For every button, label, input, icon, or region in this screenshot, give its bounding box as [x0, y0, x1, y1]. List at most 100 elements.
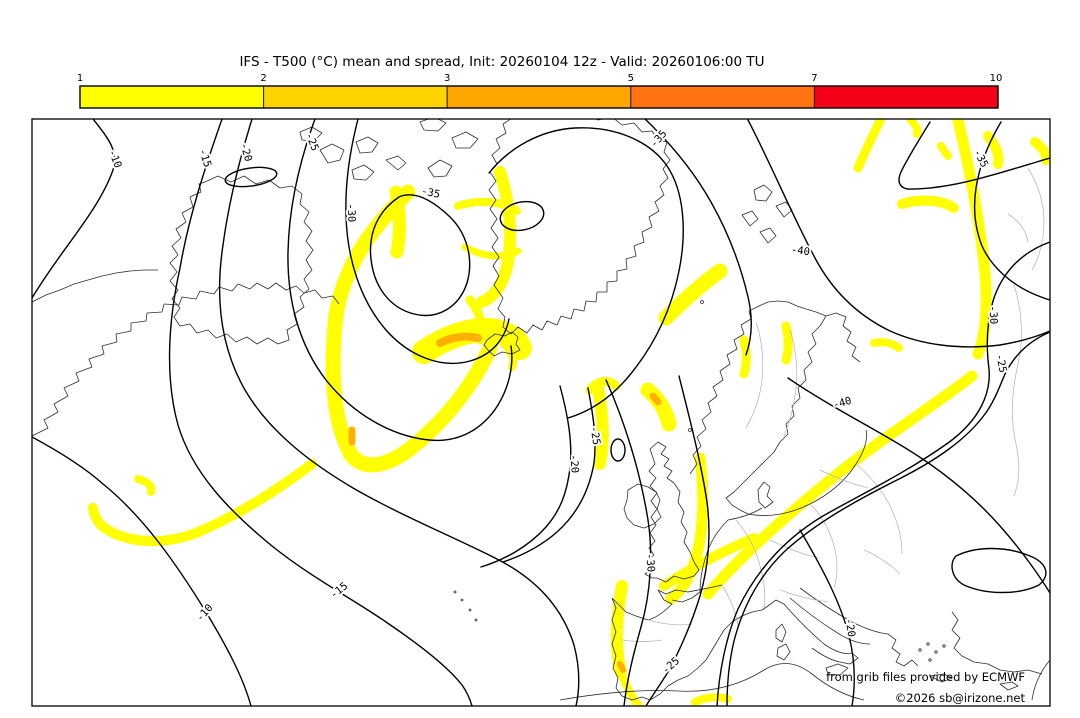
contour-line [499, 200, 545, 232]
coastline-svalbard [741, 210, 759, 227]
coastline-azores [474, 618, 478, 622]
coastline-turkey [951, 611, 1043, 675]
border-line [1027, 167, 1045, 271]
spread-accent [649, 392, 662, 406]
coastline-aegean-island [934, 650, 938, 654]
contour-line [32, 119, 116, 299]
border-line [779, 589, 829, 603]
contour-label: -30 [345, 203, 358, 223]
map-frame [31, 118, 1051, 707]
coastline-uk [644, 441, 700, 583]
coastline-arctic-island [419, 119, 447, 132]
colorbar: 1 2 3 5 7 10 [77, 73, 1002, 109]
contour-line [645, 375, 710, 706]
contour-line [716, 241, 1050, 706]
spread-accent [436, 332, 482, 347]
coastline-faroe [700, 300, 704, 304]
coastline-cyprus [999, 681, 1019, 691]
spread-band [134, 475, 156, 496]
spread-shading [88, 119, 1050, 706]
coastline-arctic-island [451, 131, 479, 149]
spread-band [88, 459, 317, 546]
coastlines [32, 119, 1050, 701]
coastline-hudson [32, 269, 158, 303]
spread-band [617, 668, 643, 706]
contour-line [168, 119, 473, 706]
coastline-arctic-island [427, 159, 453, 178]
contour-line [747, 119, 1050, 348]
coastline-scandinavia [689, 300, 861, 475]
coastline-baltic [747, 429, 867, 516]
contour-label: -30 [987, 305, 1000, 325]
coastline-italy [761, 599, 859, 665]
coastline-shetland [688, 428, 692, 432]
coastline-arctic-island [351, 164, 375, 181]
contour-label: -25 [660, 655, 682, 677]
contour-line [488, 127, 684, 419]
spread-band [640, 382, 677, 432]
coastline-sicily [825, 663, 849, 676]
coastline-svalbard [753, 184, 773, 202]
contour-line [224, 166, 278, 188]
colorbar-tick-label: 1 [77, 73, 83, 84]
border-line [1007, 213, 1029, 243]
coastline-africa [559, 663, 865, 701]
spread-band [610, 580, 628, 678]
contour-label: -25 [588, 425, 603, 445]
coastline-arctic-island [355, 136, 379, 154]
contour-line [898, 121, 1050, 190]
contour-line [951, 547, 1047, 594]
contour-line [610, 438, 626, 462]
spread-band [870, 338, 903, 352]
spread-band [691, 693, 732, 706]
spread-band [702, 370, 978, 600]
colorbar-segments [79, 85, 999, 109]
spread-band [659, 533, 759, 591]
country-borders [621, 167, 1045, 642]
contour-line [726, 331, 1050, 706]
coastline-arctic-island [319, 143, 345, 164]
spread-band [906, 119, 922, 138]
contour-line [973, 121, 1050, 301]
coastline-iberia [611, 597, 763, 701]
contour-label: -40 [790, 244, 810, 259]
spread-band [781, 321, 793, 365]
coastline-azores [460, 598, 464, 602]
border-line [745, 321, 764, 429]
contour-label: -20 [843, 617, 858, 637]
coastline-arctic-island [385, 155, 407, 171]
contour-line [799, 529, 855, 706]
coastline-aegean-island [928, 658, 932, 662]
page-title: IFS - T500 (°C) mean and spread, Init: 2… [239, 54, 765, 70]
coastline-arctic-island [299, 126, 323, 142]
border-line [721, 584, 739, 627]
border-line [809, 503, 838, 589]
contour-line [345, 119, 510, 365]
coastline-sweden [725, 315, 827, 515]
spread-accent [617, 661, 626, 673]
contour-label: -20 [567, 454, 581, 474]
spread-band [389, 185, 406, 259]
credit-copyright: ©2026 sb@irizone.net [894, 691, 1025, 705]
contour-label: -40 [832, 395, 853, 412]
spread-band [952, 119, 992, 360]
coastline-aegean-island [918, 648, 922, 652]
contour-line [644, 119, 752, 356]
colorbar-tick-label: 5 [628, 73, 634, 84]
coastline-aegean-island [942, 644, 946, 648]
coastline-ireland [623, 483, 662, 529]
spread-band [454, 197, 521, 215]
coastline-levant [1031, 659, 1050, 701]
spread-band [1030, 137, 1050, 165]
coastline-crete [929, 673, 953, 683]
contour-labels: -10 -15 -20 -25 -30 -35 -35 -40 -40 -35 … [104, 126, 1011, 679]
border-line [863, 549, 901, 575]
coastline-svalbard [775, 201, 793, 218]
spread-band [983, 131, 1004, 169]
coastline-iceland [483, 331, 521, 357]
contour-label: -30 [643, 553, 657, 573]
contour-line [219, 119, 580, 706]
coastline-baffin [169, 175, 314, 345]
colorbar-tick-label: 2 [260, 73, 266, 84]
